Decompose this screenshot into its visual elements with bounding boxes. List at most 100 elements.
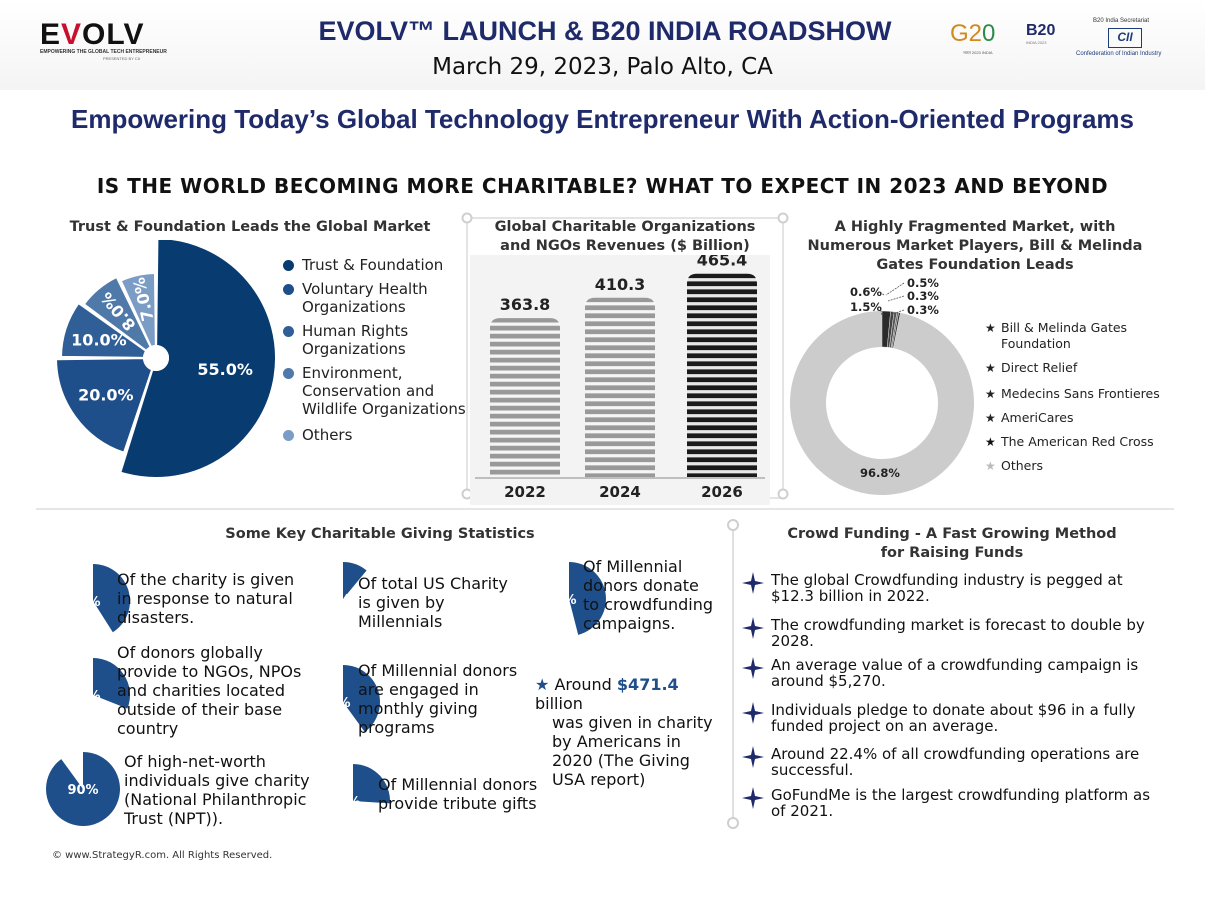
- donut-chart-title-line-3: Gates Foundation Leads: [876, 257, 1074, 273]
- donut-legend-label: Medecins Sans Frontieres: [1001, 386, 1160, 401]
- stat-pie-icon: 31%: [69, 658, 130, 709]
- star-icon: ★: [985, 321, 996, 335]
- divider-node-icon: [727, 817, 739, 829]
- donut-leader-line: [889, 309, 905, 316]
- crowdfunding-title: Crowd Funding - A Fast Growing Method fo…: [752, 525, 1152, 563]
- g20-logo: G20: [950, 20, 996, 47]
- donut-slice-others: [790, 311, 974, 495]
- donut-legend-label: Bill & Melinda Gates Foundation: [1001, 320, 1128, 351]
- bar-chart-title-line-1: Global Charitable Organizations: [494, 219, 756, 235]
- crowdfunding-fact: GoFundMe is the largest crowdfunding pla…: [771, 786, 1151, 820]
- donut-legend-item-direct-relief: ★ Direct Relief: [985, 360, 1165, 376]
- legend-dot-icon: [283, 368, 294, 379]
- donut-label-americares: 0.3%: [907, 289, 939, 303]
- crowdfunding-fact: Individuals pledge to donate about $96 i…: [771, 701, 1136, 735]
- stat-pie-wedge: [93, 564, 130, 633]
- donut-label-bill-melinda-gates-foundation: 1.5%: [850, 300, 882, 314]
- stat-pie-wedge: [569, 562, 606, 635]
- stat-pie-icon: 40%: [319, 665, 380, 732]
- event-date-location: March 29, 2023, Palo Alto, CA: [432, 54, 773, 80]
- header-bar: [0, 0, 1205, 90]
- legend-item-environment-conservation-and-wildlife-organizations: Environment, Conservation and Wildlife Org…: [283, 364, 468, 418]
- donut-legend-item-the-american-red-cross: ★ The American Red Cross: [985, 434, 1165, 450]
- legend-item-voluntary-health-organizations: Voluntary Health Organizations: [283, 280, 468, 316]
- evolv-logo-tagline: EMPOWERING THE GLOBAL TECH ENTREPRENEUR: [40, 49, 167, 55]
- stat-pie-icon: 26%: [329, 764, 390, 810]
- stat-pie-icon: 46%: [545, 562, 606, 635]
- legend-item-others: Others: [283, 426, 468, 444]
- evolv-logo: EVOLV: [40, 18, 145, 51]
- market-share-pie-chart: 55.0%20.0%10.0%8.0%7.0%: [54, 240, 277, 479]
- donut-label-medecins-sans-frontieres: 0.5%: [907, 276, 939, 290]
- fragmented-market-donut-chart: 1.5%0.6%0.5%0.3%0.3%96.8%: [790, 276, 974, 495]
- pie-label-voluntary-health-organizations: 20.0%: [78, 385, 134, 404]
- total-giving-highlight: ★ Around $471.4 billion was given in cha…: [535, 675, 713, 789]
- cii-full-name: Confederation of Indian Industry: [1076, 51, 1162, 57]
- crowdfunding-fact: Around 22.4% of all crowdfunding operati…: [771, 745, 1140, 779]
- copyright-footer: © www.StrategyR.com. All Rights Reserved…: [52, 850, 273, 861]
- legend-dot-icon: [283, 430, 294, 441]
- bar-value-label-2024: 410.3: [595, 275, 646, 294]
- star-icon: ★: [985, 387, 996, 401]
- legend-label: Human Rights Organizations: [302, 322, 409, 358]
- crowdfunding-fact: An average value of a crowdfunding campa…: [771, 656, 1139, 690]
- stat-pie-icon: 41%: [69, 564, 130, 633]
- donut-legend-item-americares: ★ AmeriCares: [985, 410, 1165, 426]
- evolv-logo-presented: PRESENTED BY CII: [103, 56, 141, 61]
- crowdfunding-list: [0, 0, 1, 1]
- bar-2024: [585, 297, 655, 477]
- pie-chart-legend: Trust & Foundation Voluntary Health Organi…: [283, 256, 468, 444]
- stat-description: Of Millennial donors provide tribute gift…: [378, 775, 538, 813]
- legend-label: Others: [302, 426, 353, 444]
- donut-legend-label: Others: [1001, 458, 1044, 473]
- stat-percent-label: 11%: [319, 593, 350, 608]
- bar-2026: [687, 273, 757, 477]
- cii-logo: CII: [1108, 28, 1142, 48]
- infographic-title: IS THE WORLD BECOMING MORE CHARITABLE? W…: [96, 174, 1109, 198]
- legend-label: Trust & Foundation: [302, 256, 444, 274]
- pie-center-hole: [143, 345, 169, 371]
- stat-description: Of total US Charity is given by Millennial…: [358, 574, 508, 631]
- donut-legend-label: Direct Relief: [1001, 360, 1078, 375]
- bar-value-label-2022: 363.8: [500, 295, 551, 314]
- bar-chart-title: Global Charitable Organizations and NGOs…: [470, 218, 780, 256]
- donut-label-direct-relief: 0.6%: [850, 285, 882, 299]
- donut-leader-line: [879, 306, 883, 316]
- stat-description: Of the charity is given in response to na…: [117, 570, 295, 627]
- bar-chart-title-line-2: and NGOs Revenues ($ Billion): [500, 238, 750, 254]
- section-divider: [36, 508, 1174, 510]
- stat-percent-label: 31%: [69, 689, 100, 704]
- stat-percent-label: 46%: [545, 593, 576, 608]
- stat-percent-label: 41%: [69, 595, 100, 610]
- donut-chart-title: A Highly Fragmented Market, with Numerou…: [790, 218, 1160, 275]
- stat-description: Of donors globally provide to NGOs, NPOs a…: [117, 643, 302, 738]
- pie-chart-title: Trust & Foundation Leads the Global Mark…: [69, 219, 431, 235]
- legend-label: Environment, Conservation and Wildlife Org…: [302, 364, 466, 418]
- frame-node-icon: [777, 488, 789, 500]
- event-title: EVOLV™ LAUNCH & B20 INDIA ROADSHOW: [318, 16, 892, 46]
- donut-chart-legend: ★ Bill & Melinda Gates Foundation ★ Direct R…: [985, 320, 1165, 474]
- frame-node-icon: [777, 212, 789, 224]
- stat-pie-wedge: [343, 562, 367, 599]
- stat-pie-icon: 90%: [46, 752, 120, 826]
- crowdfunding-title-line-1: Crowd Funding - A Fast Growing Method: [787, 526, 1117, 542]
- star-icon: ★: [985, 435, 996, 449]
- compass-star-icon: [742, 787, 764, 809]
- donut-leader-line: [879, 291, 885, 296]
- star-icon: ★: [985, 361, 996, 375]
- legend-dot-icon: [283, 326, 294, 337]
- b20-logo: B20: [1026, 22, 1056, 39]
- cii-secretariat-label: B20 India Secretariat: [1093, 18, 1150, 24]
- donut-legend-label: The American Red Cross: [1001, 434, 1154, 449]
- bar-body: [585, 297, 655, 477]
- frame-node-icon: [461, 212, 473, 224]
- stat-percent-label: 90%: [67, 783, 98, 798]
- stats-section-title: Some Key Charitable Giving Statistics: [225, 526, 535, 542]
- crowdfunding-title-line-2: for Raising Funds: [880, 545, 1024, 561]
- donut-legend-item-medecins-sans-frontieres: ★ Medecins Sans Frontieres: [985, 386, 1165, 402]
- divider-node-icon: [727, 519, 739, 531]
- legend-dot-icon: [283, 260, 294, 271]
- donut-chart-title-line-1: A Highly Fragmented Market, with: [834, 219, 1116, 235]
- legend-label: Voluntary Health Organizations: [302, 280, 428, 316]
- g20-logo-subtext: भारत 2023 INDIA: [963, 50, 993, 55]
